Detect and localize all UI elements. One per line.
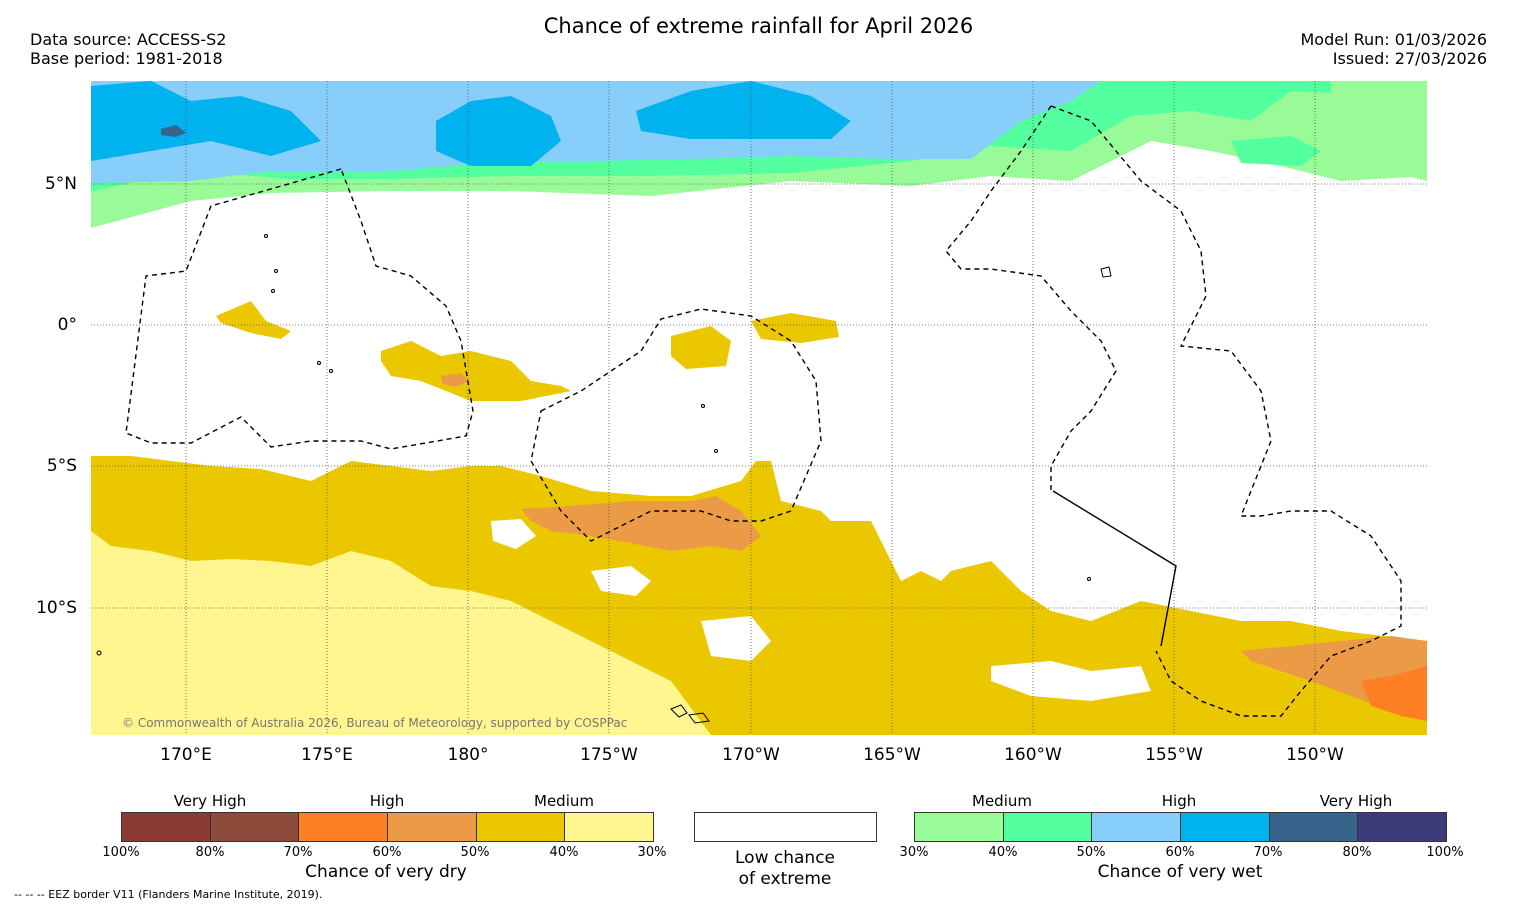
dry-tick-60: 60% bbox=[372, 845, 402, 860]
lon-label-150w: 150°W bbox=[1286, 745, 1344, 765]
lat-label-5s: 5°S bbox=[46, 456, 77, 476]
wet-band-50 bbox=[91, 81, 1101, 183]
wet-category-very-high: Very High bbox=[1319, 792, 1393, 810]
dry-swatch-5 bbox=[476, 813, 566, 841]
lat-label-5n: 5°N bbox=[44, 174, 77, 194]
wet-swatch-5 bbox=[1269, 813, 1359, 841]
dry-patch-c bbox=[671, 326, 731, 369]
dry-category-very-high: Very High bbox=[173, 792, 247, 810]
wet-swatch-1 bbox=[915, 813, 1004, 841]
dry-patch-b bbox=[381, 341, 571, 401]
neutral-swatch bbox=[694, 812, 877, 842]
hole-b bbox=[701, 616, 771, 661]
gridlines bbox=[91, 81, 1427, 735]
lon-label-155w: 155°W bbox=[1145, 745, 1203, 765]
wet-swatch-2 bbox=[1003, 813, 1093, 841]
wet-swatch-6 bbox=[1358, 813, 1447, 841]
data-source: Data source: ACCESS-S2 bbox=[30, 30, 227, 49]
dry-swatch-1 bbox=[122, 813, 211, 841]
lon-label-180: 180° bbox=[447, 745, 489, 765]
data-source-info: Data source: ACCESS-S2 Base period: 1981… bbox=[30, 30, 226, 68]
dry-patch-a bbox=[216, 301, 291, 339]
dry-tick-100: 100% bbox=[102, 845, 140, 860]
dry-category-medium: Medium bbox=[534, 792, 594, 810]
hole-d bbox=[491, 519, 536, 549]
eez-borders bbox=[125, 105, 1402, 717]
lon-label-175w: 175°W bbox=[580, 745, 638, 765]
rainfall-map bbox=[91, 81, 1427, 735]
neutral-label-line2: of extreme bbox=[738, 869, 832, 889]
dry-band-40 bbox=[91, 456, 1427, 735]
hole-a bbox=[991, 661, 1151, 701]
lon-label-170w: 170°W bbox=[722, 745, 780, 765]
wet-band-60-b bbox=[436, 96, 561, 166]
wet-band-70 bbox=[161, 125, 186, 137]
wet-swatch-4 bbox=[1181, 813, 1270, 841]
wet-tick-70: 70% bbox=[1253, 845, 1283, 860]
lon-label-160w: 160°W bbox=[1004, 745, 1062, 765]
dry-band-50 bbox=[521, 496, 761, 551]
lon-label-165w: 165°W bbox=[863, 745, 921, 765]
neutral-label-line1: Low chance bbox=[735, 848, 835, 868]
wet-category-medium: Medium bbox=[972, 792, 1032, 810]
wet-category-high: High bbox=[1161, 792, 1197, 810]
wet-patch-right bbox=[1231, 136, 1321, 166]
islands bbox=[96, 234, 1112, 724]
dry-category-high: High bbox=[369, 792, 405, 810]
dry-swatch-6 bbox=[565, 813, 654, 841]
eez-footnote: -- -- -- EEZ border V11 (Flanders Marine… bbox=[14, 888, 323, 901]
dry-tick-50: 50% bbox=[460, 845, 490, 860]
dry-swatch-3 bbox=[299, 813, 389, 841]
wet-swatch-3 bbox=[1092, 813, 1182, 841]
lon-label-170e: 170°E bbox=[160, 745, 212, 765]
map-title: Chance of extreme rainfall for April 202… bbox=[543, 14, 974, 38]
dry-tick-70: 70% bbox=[283, 845, 313, 860]
wet-tick-30: 30% bbox=[899, 845, 929, 860]
issued-date: Issued: 27/03/2026 bbox=[1332, 49, 1487, 68]
lat-label-0: 0° bbox=[57, 315, 77, 335]
dry-patch-b-orange bbox=[441, 373, 469, 387]
hole-c bbox=[591, 566, 651, 596]
dry-swatch-4 bbox=[388, 813, 477, 841]
dry-band-east-60 bbox=[1361, 666, 1427, 721]
wet-tick-100: 100% bbox=[1426, 845, 1464, 860]
wet-colorbar bbox=[914, 812, 1447, 842]
base-period: Base period: 1981-2018 bbox=[30, 49, 223, 68]
wet-legend-title: Chance of very wet bbox=[1097, 862, 1263, 882]
dry-patch-d bbox=[751, 313, 839, 343]
wet-tick-80: 80% bbox=[1342, 845, 1372, 860]
run-info: Model Run: 01/03/2026 Issued: 27/03/2026 bbox=[1301, 30, 1488, 68]
neutral-legend-title: Low chance of extreme bbox=[685, 848, 885, 890]
map-svg bbox=[91, 81, 1427, 735]
wet-tick-40: 40% bbox=[988, 845, 1018, 860]
dry-tick-40: 40% bbox=[549, 845, 579, 860]
dry-tick-80: 80% bbox=[195, 845, 225, 860]
model-run: Model Run: 01/03/2026 bbox=[1300, 30, 1488, 49]
lat-label-10s: 10°S bbox=[36, 598, 77, 618]
dry-legend-title: Chance of very dry bbox=[305, 862, 467, 882]
lon-label-175e: 175°E bbox=[301, 745, 353, 765]
eez-solid-line bbox=[1052, 490, 1177, 647]
copyright-notice: © Commonwealth of Australia 2026, Bureau… bbox=[122, 716, 628, 730]
dry-colorbar bbox=[121, 812, 654, 842]
dry-swatch-2 bbox=[210, 813, 300, 841]
wet-band-60-c bbox=[636, 81, 851, 139]
wet-band-60-a bbox=[91, 81, 321, 161]
wet-tick-60: 60% bbox=[1165, 845, 1195, 860]
dry-tick-30: 30% bbox=[637, 845, 667, 860]
wet-tick-50: 50% bbox=[1076, 845, 1106, 860]
